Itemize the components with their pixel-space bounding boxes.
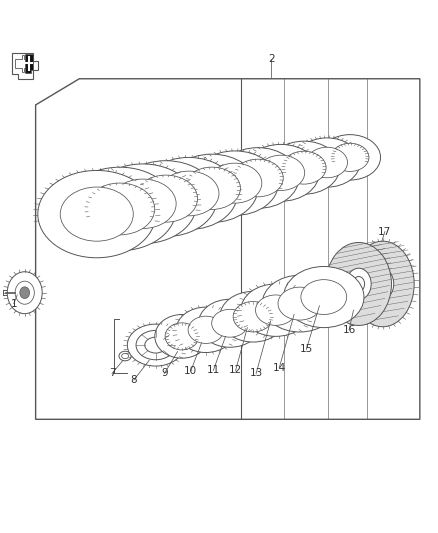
Ellipse shape: [136, 330, 175, 360]
Text: 1: 1: [11, 298, 17, 309]
Polygon shape: [12, 53, 38, 79]
Ellipse shape: [127, 324, 184, 366]
Ellipse shape: [255, 295, 296, 325]
Ellipse shape: [346, 268, 371, 300]
Ellipse shape: [233, 159, 283, 197]
Ellipse shape: [134, 175, 198, 222]
Ellipse shape: [351, 241, 414, 327]
Ellipse shape: [326, 243, 392, 326]
Ellipse shape: [188, 316, 224, 343]
Ellipse shape: [262, 275, 337, 332]
Text: 16: 16: [343, 325, 356, 335]
Ellipse shape: [301, 280, 347, 314]
Text: 12: 12: [229, 366, 242, 375]
Ellipse shape: [38, 171, 155, 258]
Ellipse shape: [241, 284, 311, 336]
Ellipse shape: [372, 269, 394, 299]
Ellipse shape: [243, 144, 319, 201]
Ellipse shape: [319, 135, 381, 180]
Text: 8: 8: [131, 375, 137, 385]
Text: 7: 7: [109, 368, 115, 378]
Text: 3: 3: [61, 220, 67, 230]
Text: 5: 5: [155, 187, 161, 197]
Ellipse shape: [307, 147, 347, 178]
Ellipse shape: [176, 307, 236, 352]
Ellipse shape: [159, 171, 219, 216]
Ellipse shape: [198, 299, 261, 348]
Ellipse shape: [122, 353, 129, 359]
Ellipse shape: [7, 272, 42, 313]
Ellipse shape: [268, 141, 339, 194]
Ellipse shape: [217, 148, 299, 208]
Text: 17: 17: [378, 227, 392, 237]
Ellipse shape: [220, 292, 286, 342]
Ellipse shape: [15, 281, 34, 304]
Ellipse shape: [208, 163, 262, 203]
Ellipse shape: [353, 277, 364, 292]
Ellipse shape: [191, 151, 278, 215]
Text: 11: 11: [207, 366, 220, 375]
Ellipse shape: [60, 187, 133, 241]
Ellipse shape: [140, 157, 237, 230]
Text: 15: 15: [300, 344, 313, 354]
Ellipse shape: [155, 314, 209, 358]
Ellipse shape: [110, 179, 176, 229]
Ellipse shape: [115, 160, 217, 237]
Ellipse shape: [331, 143, 369, 172]
Text: 2: 2: [268, 54, 275, 64]
Ellipse shape: [85, 183, 155, 235]
Text: 6: 6: [194, 165, 201, 175]
Text: 9: 9: [161, 368, 168, 378]
Ellipse shape: [184, 167, 240, 209]
Ellipse shape: [233, 302, 273, 332]
Ellipse shape: [119, 351, 131, 361]
Ellipse shape: [20, 287, 30, 298]
Ellipse shape: [282, 151, 326, 184]
Ellipse shape: [166, 154, 258, 222]
Ellipse shape: [64, 167, 176, 251]
Ellipse shape: [278, 287, 321, 320]
Text: 4: 4: [111, 196, 117, 206]
Text: 10: 10: [184, 366, 197, 376]
Ellipse shape: [294, 138, 360, 187]
Ellipse shape: [145, 337, 166, 353]
Ellipse shape: [284, 266, 364, 328]
Ellipse shape: [165, 323, 199, 350]
Ellipse shape: [257, 155, 305, 190]
Ellipse shape: [212, 309, 248, 337]
Polygon shape: [25, 54, 33, 72]
Text: 14: 14: [272, 363, 286, 373]
Text: 13: 13: [250, 368, 263, 378]
Ellipse shape: [89, 164, 197, 244]
